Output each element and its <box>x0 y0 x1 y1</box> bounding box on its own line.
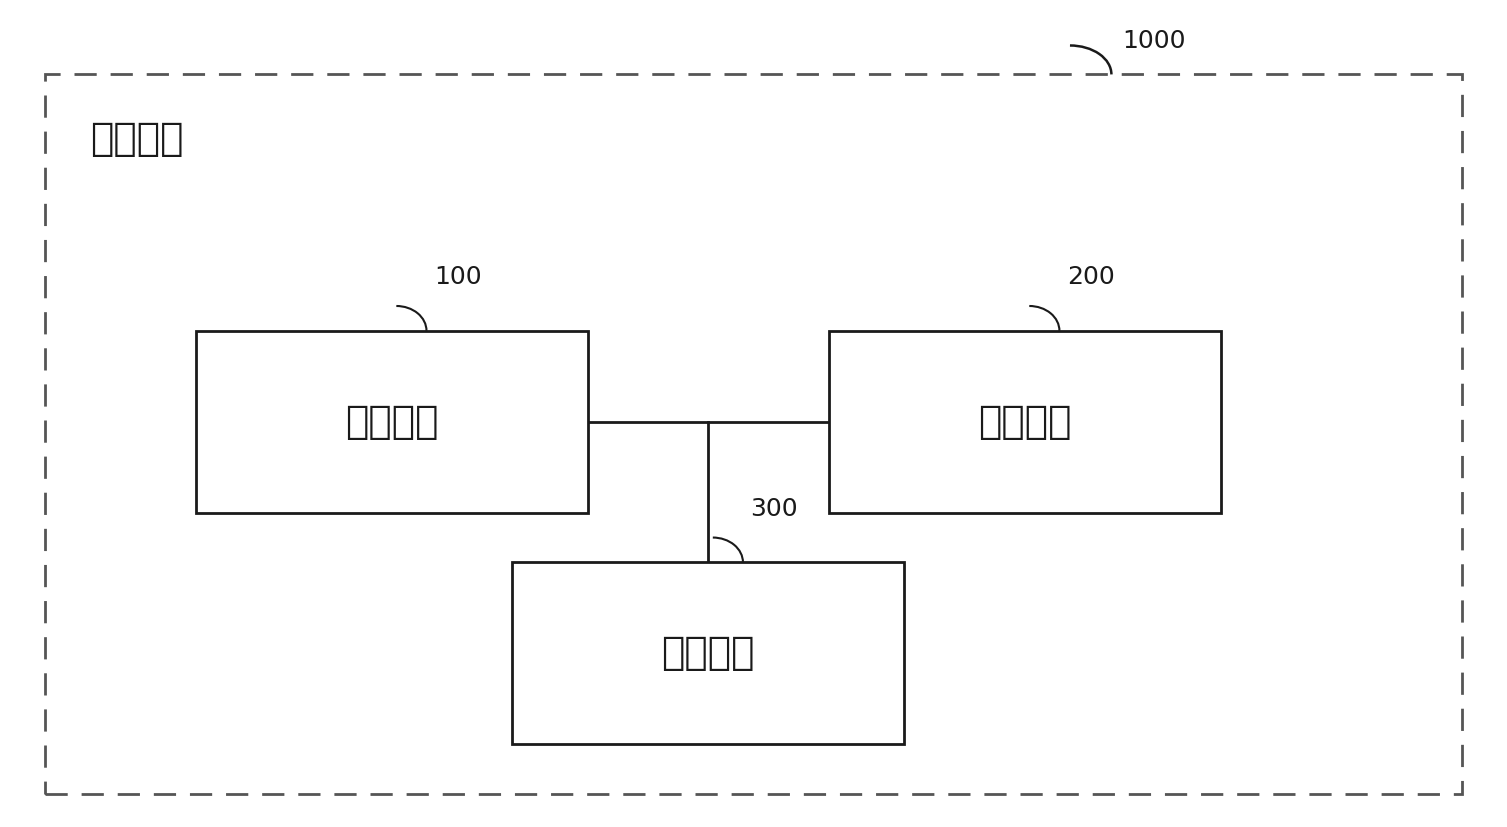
Text: 200: 200 <box>1067 265 1115 289</box>
Text: 1000: 1000 <box>1123 29 1186 54</box>
Bar <box>196 331 588 513</box>
Text: 分级装置: 分级装置 <box>345 403 439 441</box>
Text: 分级系统: 分级系统 <box>90 120 184 158</box>
Text: 控制装置: 控制装置 <box>662 634 755 672</box>
Bar <box>829 331 1221 513</box>
Text: 检测装置: 检测装置 <box>978 403 1071 441</box>
Bar <box>45 74 1462 794</box>
Text: 300: 300 <box>750 496 799 521</box>
Bar <box>512 562 904 744</box>
Text: 100: 100 <box>434 265 482 289</box>
